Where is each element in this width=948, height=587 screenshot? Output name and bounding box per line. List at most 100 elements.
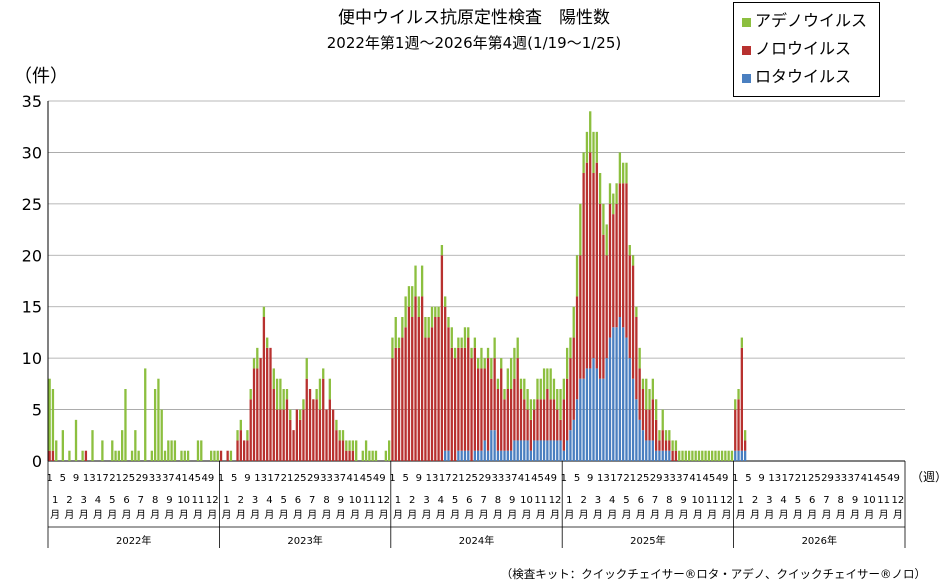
x-week-label: 49 xyxy=(544,473,557,484)
bar-rota xyxy=(602,378,605,461)
x-month-suffix: 月 xyxy=(93,509,103,521)
x-week-label: 29 xyxy=(136,473,149,484)
x-month-label: 8 xyxy=(495,495,501,506)
x-month-label: 9 xyxy=(338,495,344,506)
bar-noro xyxy=(444,306,447,451)
x-week-label: 5 xyxy=(60,473,66,484)
bar-adeno xyxy=(341,430,345,441)
x-week-label: 25 xyxy=(294,473,307,484)
x-week-label: 9 xyxy=(244,473,250,484)
bar-adeno xyxy=(720,450,724,461)
bar-adeno xyxy=(361,450,364,461)
bar-adeno xyxy=(516,337,519,359)
bar-adeno xyxy=(645,378,648,410)
x-month-suffix: 月 xyxy=(479,509,489,521)
x-month-label: 5 xyxy=(452,495,458,506)
bar-noro xyxy=(608,203,612,338)
x-week-label: 1 xyxy=(46,473,52,484)
bar-rota xyxy=(612,327,615,461)
bar-rota xyxy=(661,450,664,461)
bar-adeno xyxy=(556,389,559,410)
bar-rota xyxy=(631,378,635,461)
x-week-label: 1 xyxy=(561,473,567,484)
bar-noro xyxy=(289,419,292,461)
bar-adeno xyxy=(569,337,572,359)
bar-rota xyxy=(638,419,641,461)
bar-adeno xyxy=(595,131,598,163)
x-month-suffix: 月 xyxy=(350,509,360,521)
bar-adeno xyxy=(467,327,470,338)
bar-noro xyxy=(450,347,453,461)
x-week-label: 37 xyxy=(505,473,518,484)
bar-noro xyxy=(743,440,747,451)
bar-adeno xyxy=(374,450,378,461)
bar-adeno xyxy=(490,358,493,379)
bar-rota xyxy=(598,378,602,461)
x-month-suffix: 月 xyxy=(707,509,717,521)
x-month-suffix: 月 xyxy=(850,509,860,521)
chart-title: 便中ウイルス抗原定性検査 陽性数 xyxy=(338,8,610,28)
bar-adeno xyxy=(213,450,216,461)
bar-noro xyxy=(592,173,595,359)
bar-adeno xyxy=(68,450,71,461)
bar-adeno xyxy=(315,389,318,400)
bar-noro xyxy=(239,430,242,461)
legend-label-adeno: アデノウイルス xyxy=(755,11,868,30)
bar-adeno xyxy=(183,450,186,461)
bar-noro xyxy=(345,450,348,461)
bar-noro xyxy=(562,399,565,451)
x-month-label: 10 xyxy=(349,495,362,506)
x-year-label: 2023年 xyxy=(287,534,322,547)
bar-noro xyxy=(417,317,420,461)
x-month-suffix: 月 xyxy=(693,509,703,521)
x-week-label: 41 xyxy=(347,473,360,484)
x-week-label: 17 xyxy=(782,473,795,484)
bar-noro xyxy=(322,378,325,461)
bar-noro xyxy=(529,419,533,451)
bar-noro xyxy=(473,347,477,451)
x-week-label: 9 xyxy=(73,473,79,484)
bar-rota xyxy=(483,440,486,461)
bar-adeno xyxy=(338,430,341,441)
y-tick-label: 10 xyxy=(22,349,42,368)
bar-noro xyxy=(569,358,572,431)
bar-noro xyxy=(615,203,618,328)
bar-rota xyxy=(506,450,509,461)
x-month-suffix: 月 xyxy=(664,509,674,521)
bar-rota xyxy=(734,450,737,461)
bar-adeno xyxy=(697,450,701,461)
bar-rota xyxy=(628,358,631,461)
bar-noro xyxy=(470,358,473,461)
x-week-label: 49 xyxy=(201,473,214,484)
bar-adeno xyxy=(81,450,84,461)
bar-rota xyxy=(559,440,562,461)
x-month-suffix: 月 xyxy=(679,509,689,521)
bar-noro xyxy=(315,399,318,461)
x-month-label: 5 xyxy=(280,495,286,506)
bar-adeno xyxy=(565,347,569,379)
plot-area xyxy=(48,101,905,461)
bar-adeno xyxy=(335,419,338,431)
bar-noro xyxy=(420,296,424,461)
bar-adeno xyxy=(724,450,727,461)
x-month-label: 4 xyxy=(609,495,615,506)
x-month-label: 12 xyxy=(206,495,219,506)
bar-adeno xyxy=(678,450,681,461)
x-week-label: 1 xyxy=(218,473,224,484)
bar-noro xyxy=(447,327,450,451)
bar-rota xyxy=(579,378,582,461)
bar-adeno xyxy=(450,327,453,348)
bar-noro xyxy=(635,317,638,400)
bar-noro xyxy=(483,368,486,441)
bar-adeno xyxy=(157,378,160,461)
bar-adeno xyxy=(124,389,127,461)
bar-noro xyxy=(533,409,536,441)
bar-adeno xyxy=(546,368,549,389)
bar-adeno xyxy=(252,358,256,369)
x-week-label: 41 xyxy=(518,473,531,484)
bar-noro xyxy=(453,358,457,461)
bar-adeno xyxy=(289,409,292,420)
x-month-suffix: 月 xyxy=(764,509,774,521)
x-month-suffix: 月 xyxy=(579,509,589,521)
bar-adeno xyxy=(470,347,473,359)
